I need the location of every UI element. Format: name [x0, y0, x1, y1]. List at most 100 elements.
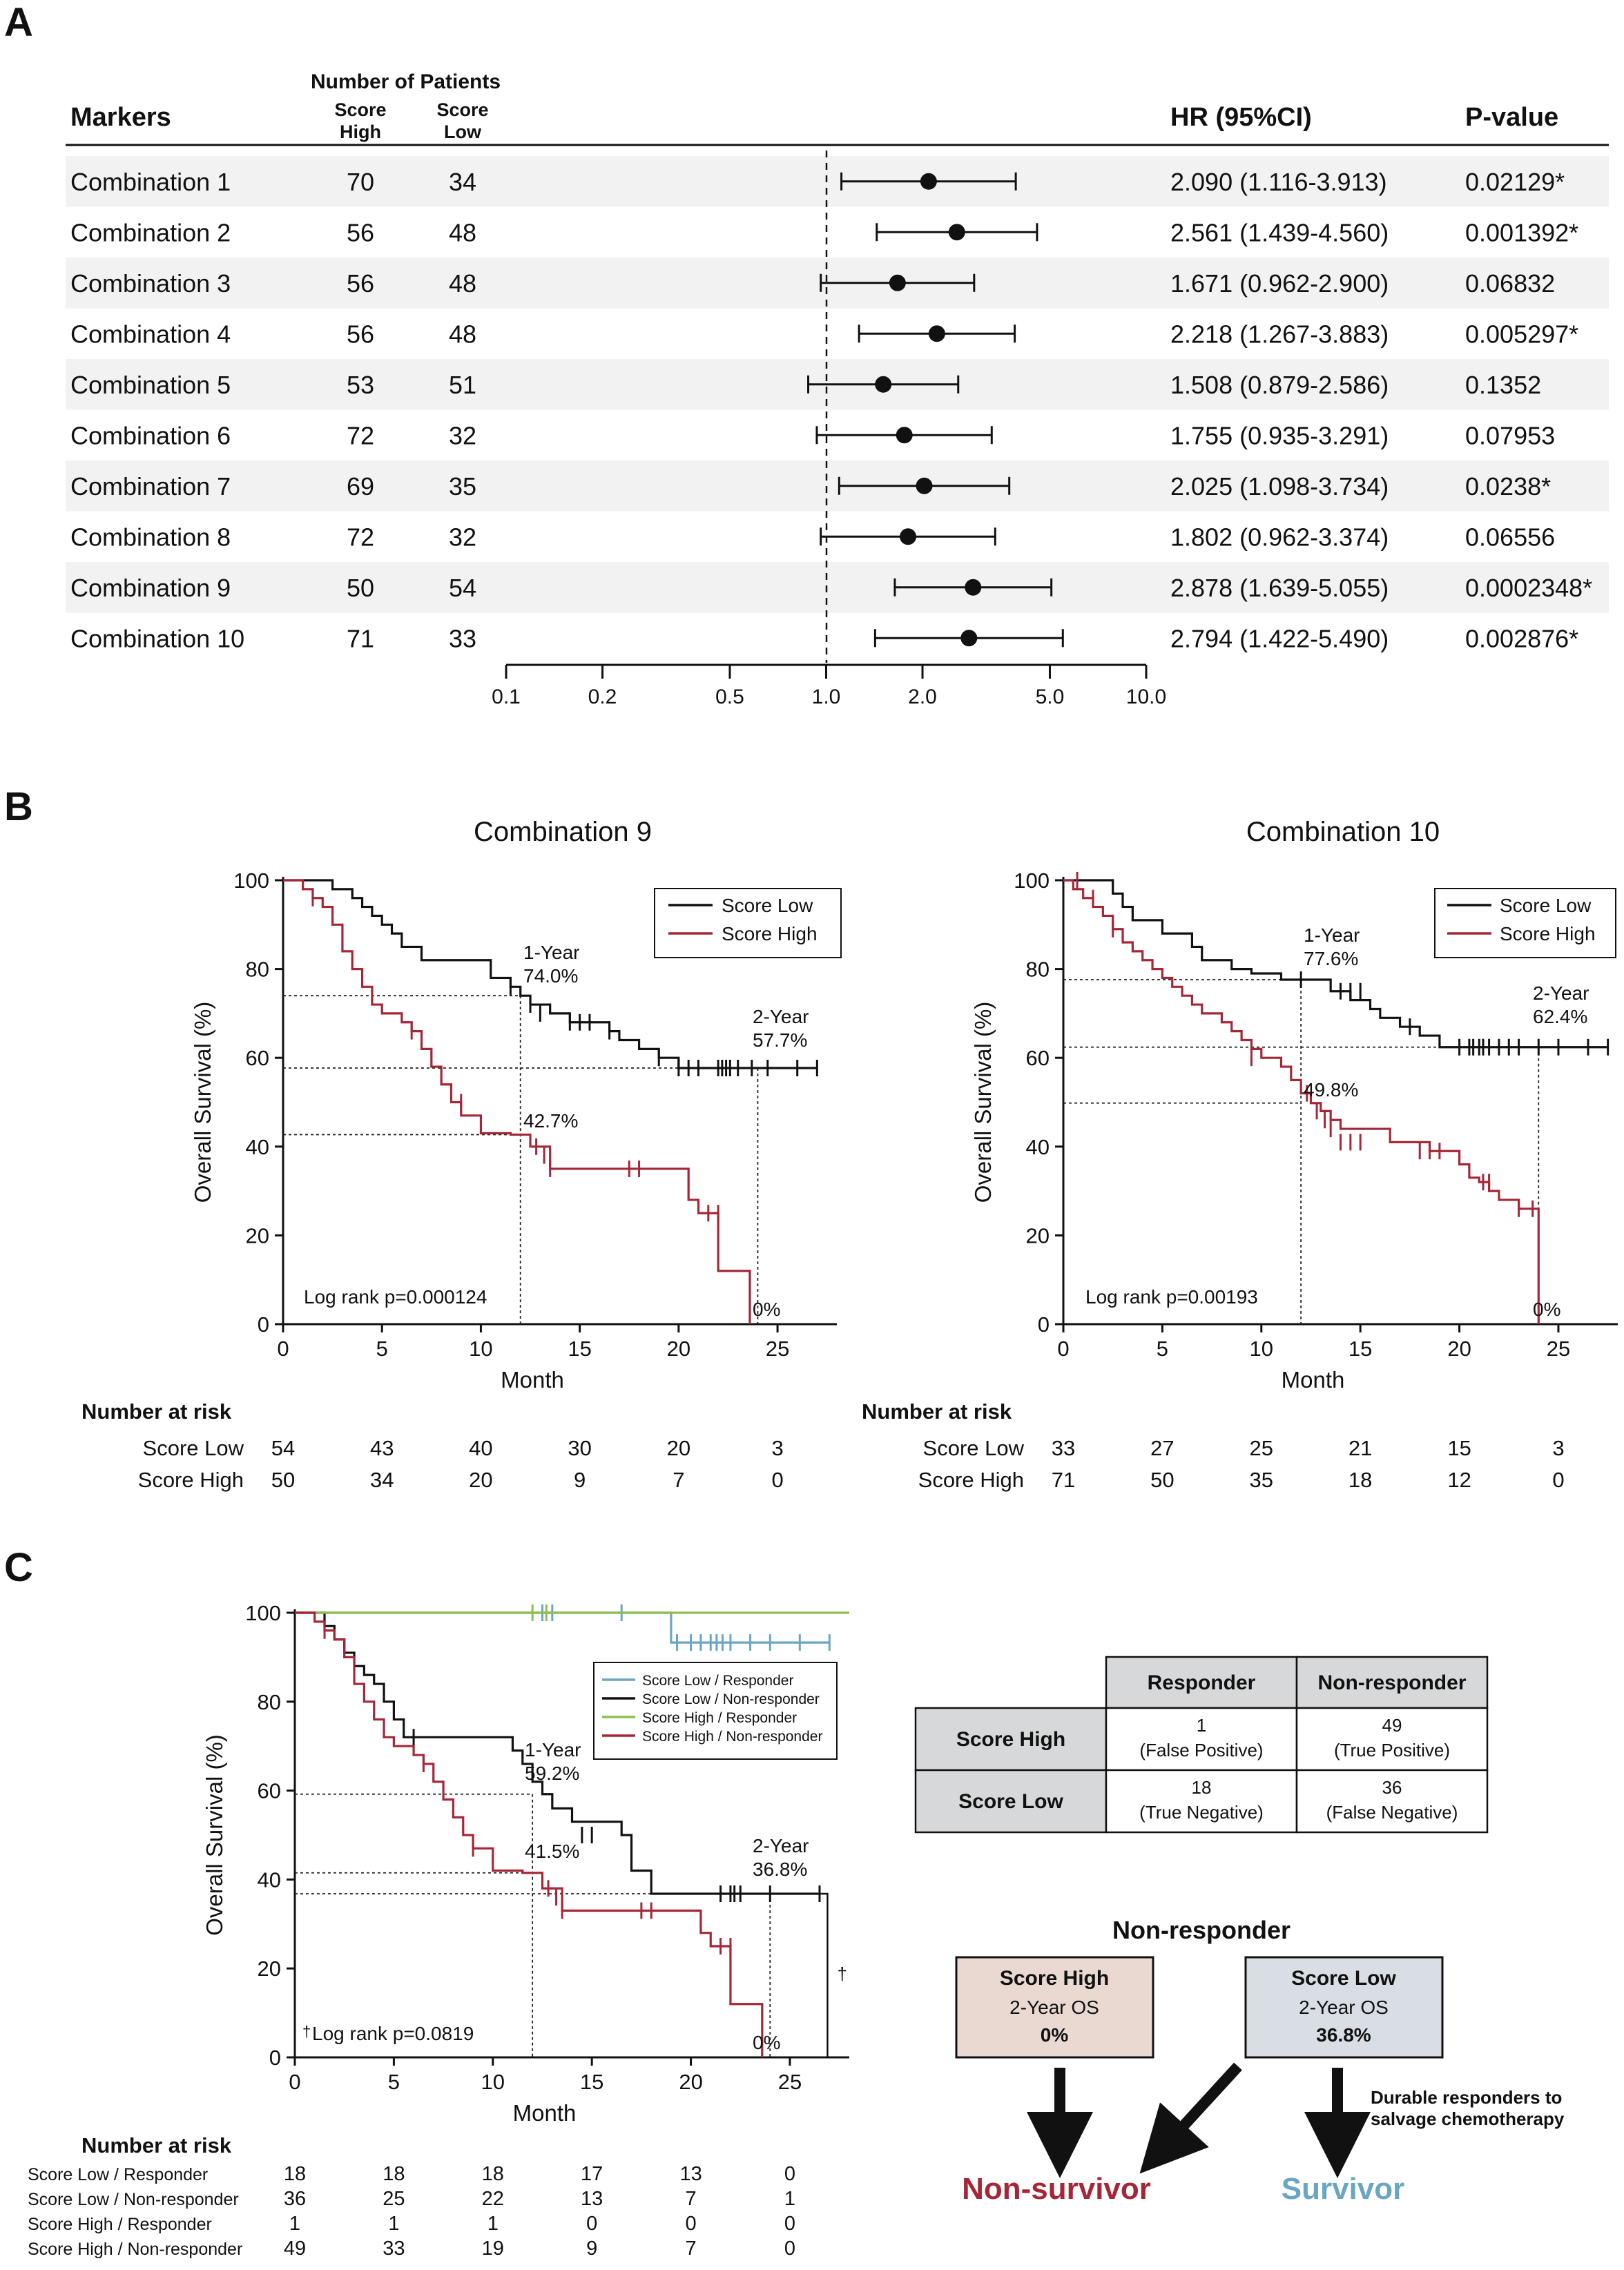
number-of-patients-header: Number of Patients: [311, 70, 501, 93]
forest-row-band: [66, 460, 1609, 512]
km-b9-ann-2y-label: 2-Year: [753, 1006, 809, 1027]
forest-marker-label: Combination 9: [70, 574, 231, 602]
forest-axis-tick-label: 0.5: [715, 686, 744, 708]
km-b9-risk-low-value: 54: [271, 1436, 295, 1460]
cell-low-nonresp-n: 36: [1382, 1777, 1402, 1798]
km-b10-risk-high-label: Score High: [918, 1468, 1024, 1492]
forest-marker-label: Combination 4: [70, 320, 231, 348]
table-cell-low-resp: [1105, 1769, 1298, 1834]
score-low-box: [1244, 1956, 1444, 2059]
km-c-risk-value: 7: [686, 2188, 697, 2210]
km-c-risk-value: 25: [383, 2188, 405, 2210]
forest-n-low: 35: [449, 472, 476, 501]
km-c-legend-entry: Score High / Responder: [642, 1710, 797, 1726]
table-header-responder: [1105, 1656, 1298, 1709]
km-b10-ann-2y-value: 62.4%: [1533, 1006, 1587, 1027]
forest-pvalue: 0.1352: [1465, 371, 1541, 399]
km-b9-ann-high-1y: 42.7%: [523, 1110, 578, 1132]
forest-hr-text: 1.508 (0.879-2.586): [1170, 371, 1389, 399]
km-x-label: Month: [513, 2100, 577, 2126]
forest-marker-label: Combination 7: [70, 472, 231, 501]
km-x-tick-label: 5: [1157, 1337, 1168, 1361]
km-c-risk-row-label: Score High / Non-responder: [28, 2240, 242, 2259]
km-c-ann-1y-value: 59.2%: [525, 1763, 579, 1784]
km-b9-ann-high-2y: 0%: [753, 1299, 780, 1320]
km-b9-risk-high-label: Score High: [138, 1468, 244, 1492]
km-c-risk-title: Number at risk: [81, 2133, 232, 2157]
hr-header: HR (95%CI): [1170, 103, 1312, 132]
km-b9-risk-high-value: 34: [370, 1468, 394, 1492]
km-c-risk-value: 49: [284, 2238, 306, 2260]
km-y-tick-label: 20: [1026, 1223, 1050, 1248]
forest-hr-point: [889, 274, 906, 291]
km-c-risk-value: 1: [784, 2188, 795, 2210]
km-b9-legend-low: Score Low: [722, 895, 813, 916]
km-c-risk-value: 0: [686, 2213, 697, 2235]
km-x-tick-label: 25: [766, 1337, 789, 1361]
km-c-ann-high-1y: 41.5%: [525, 1841, 579, 1862]
forest-marker-label: Combination 2: [70, 218, 231, 246]
km-c-risk-value: 17: [581, 2163, 603, 2185]
score-low-header-2: Low: [444, 122, 482, 142]
forest-pvalue: 0.06832: [1465, 269, 1555, 298]
km-c-risk-value: 0: [784, 2213, 795, 2235]
forest-x-axis: 0.1 0.2 0.5 1.0 2.0 5.0 10.0: [492, 663, 1166, 708]
km-y-tick-label: 100: [233, 869, 269, 893]
km-x-tick-label: 10: [1250, 1337, 1273, 1361]
km-x-tick-label: 25: [1547, 1337, 1570, 1361]
forest-hr-text: 2.025 (1.098-3.734): [1170, 472, 1389, 501]
durable-note-2: salvage chemotherapy: [1371, 2108, 1565, 2129]
km-b10-risk-high-value: 18: [1348, 1468, 1372, 1492]
km-b9-risk-title: Number at risk: [81, 1399, 232, 1424]
km-b10-ann-high-2y: 0%: [1533, 1299, 1560, 1320]
km-c-risk-value: 18: [383, 2163, 405, 2185]
forest-hr-text: 2.561 (1.439-4.560): [1170, 218, 1389, 246]
km-b10-risk-high-value: 35: [1250, 1468, 1273, 1492]
forest-hr-text: 2.218 (1.267-3.883): [1170, 320, 1389, 348]
km-b10-ann-high-1y: 49.8%: [1304, 1079, 1358, 1100]
forest-pvalue: 0.005297*: [1465, 320, 1578, 348]
km-b10-legend-low: Score Low: [1500, 895, 1592, 916]
km-y-tick-label: 100: [245, 1601, 281, 1625]
score-low-box-os-label: 2-Year OS: [1299, 1997, 1389, 2018]
km-curve: [1063, 879, 1608, 1049]
table-row-high-label: [914, 1707, 1108, 1772]
forest-axis-tick-label: 0.2: [588, 686, 617, 708]
km-b10-risk-high-value: 50: [1150, 1468, 1174, 1492]
km-b9-ann-1y-value: 74.0%: [523, 965, 578, 987]
km-y-tick-label: 40: [246, 1135, 269, 1159]
forest-n-low: 51: [449, 371, 476, 399]
markers-header: Markers: [70, 103, 171, 132]
forest-hr-point: [896, 427, 913, 444]
km-b10-risk-low-value: 21: [1348, 1436, 1372, 1460]
km-y-tick-label: 20: [258, 1957, 281, 1981]
km-c-risk-value: 36: [284, 2188, 306, 2210]
km-c-risk-value: 7: [686, 2238, 697, 2260]
forest-n-high: 69: [347, 472, 374, 501]
km-x-label: Month: [1282, 1367, 1345, 1393]
forest-axis-tick-label: 0.1: [492, 686, 521, 708]
table-row-low: Score Low: [958, 1790, 1063, 1813]
km-b9-ann-1y-label: 1-Year: [523, 942, 579, 963]
km-x-tick-label: 25: [778, 2070, 802, 2094]
survivor-label: Survivor: [1282, 2172, 1405, 2206]
forest-hr-text: 2.878 (1.639-5.055): [1170, 574, 1389, 602]
km-b9-title: Combination 9: [474, 817, 652, 847]
km-b10-logrank: Log rank p=0.00193: [1085, 1286, 1258, 1308]
km-c-risk-value: 1: [487, 2213, 499, 2235]
km-b10-risk-low-value: 25: [1250, 1436, 1273, 1460]
km-y-tick-label: 0: [1038, 1312, 1050, 1337]
forest-pvalue: 0.07953: [1465, 421, 1555, 449]
km-b10-legend-box: [1434, 888, 1616, 958]
score-high-box-os-value: 0%: [1041, 2024, 1069, 2046]
table-col-nonresponder: Non-responder: [1317, 1671, 1466, 1694]
table-col-responder: Responder: [1148, 1671, 1256, 1694]
km-x-tick-label: 0: [289, 2070, 300, 2094]
forest-axis-tick-label: 1.0: [812, 686, 841, 708]
forest-n-high: 53: [347, 371, 374, 399]
km-c-logrank-dagger: †: [302, 2023, 311, 2040]
km-c-risk-value: 13: [581, 2188, 603, 2210]
km-y-label: Overall Survival (%): [202, 1734, 227, 1936]
score-low-box-os-value: 36.8%: [1316, 2024, 1371, 2046]
km-b10-risk-low-value: 27: [1150, 1436, 1174, 1460]
